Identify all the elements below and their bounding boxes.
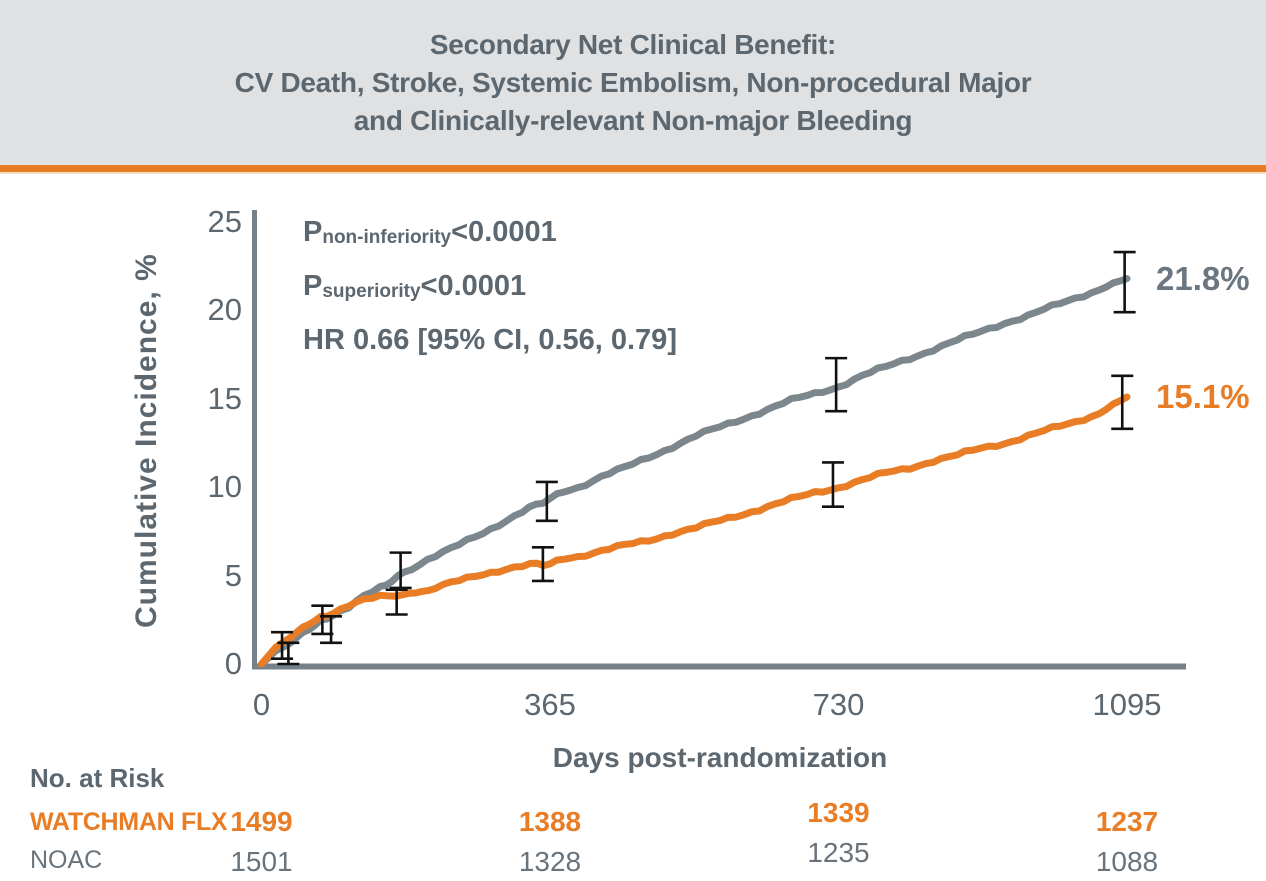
x-tick-1095: 1095 bbox=[1092, 687, 1162, 722]
error-bar-watchman-day-723 bbox=[821, 461, 844, 508]
risk-row-label-watchman: WATCHMAN FLX bbox=[30, 808, 228, 836]
error-bar-noac-day-727 bbox=[825, 356, 848, 413]
error-bar-noac-day-1092 bbox=[1113, 250, 1136, 314]
page-title-line-3: and Clinically-relevant Non-major Bleedi… bbox=[353, 104, 913, 136]
y-tick-0: 0 bbox=[224, 646, 242, 681]
risk-table-header: No. at Risk bbox=[30, 763, 165, 793]
page-title-line-1: Secondary Net Clinical Benefit: bbox=[429, 28, 837, 60]
p-symbol: P bbox=[303, 216, 323, 248]
risk-value-watchman-flx-day-730: 1339 bbox=[807, 797, 870, 828]
accent-divider bbox=[0, 165, 1266, 174]
x-tick-365: 365 bbox=[524, 687, 576, 722]
error-bar-noac-day-176 bbox=[389, 551, 412, 590]
risk-value-noac-day-0: 1501 bbox=[230, 846, 293, 877]
watchman-endpoint-label: 15.1% bbox=[1156, 378, 1250, 415]
error-bar-watchman-day-26 bbox=[271, 630, 294, 660]
error-bar-watchman-day-77 bbox=[311, 604, 334, 636]
x-tick-730: 730 bbox=[812, 687, 865, 722]
p-superiority-value: <0.0001 bbox=[420, 270, 527, 302]
hazard-ratio: HR 0.66 [95% CI, 0.56, 0.79] bbox=[303, 324, 677, 356]
x-axis-title: Days post-randomization bbox=[552, 742, 888, 773]
p-superiority: Psuperiority<0.0001 bbox=[303, 262, 677, 316]
p-non-inferiority-value: <0.0001 bbox=[451, 216, 557, 248]
p-superiority-subscript: superiority bbox=[322, 281, 421, 302]
stats-annotation: Pnon-inferiority<0.0001 Psuperiority<0.0… bbox=[303, 208, 677, 364]
y-tick-5: 5 bbox=[224, 557, 242, 593]
y-tick-25: 25 bbox=[207, 204, 242, 239]
y-tick-20: 20 bbox=[207, 292, 242, 328]
y-axis-title: Cumulative Incidence, % bbox=[130, 253, 163, 629]
risk-value-watchman-flx-day-365: 1388 bbox=[518, 806, 582, 837]
error-bar-noac-day-88 bbox=[320, 614, 343, 645]
risk-value-noac-day-365: 1328 bbox=[518, 846, 582, 877]
axes bbox=[252, 210, 1186, 670]
error-bar-watchman-day-171 bbox=[385, 588, 408, 616]
title-banner: Secondary Net Clinical Benefit: CV Death… bbox=[0, 0, 1266, 165]
error-bar-watchman-day-1089 bbox=[1111, 374, 1134, 431]
risk-value-watchman-flx-day-0: 1499 bbox=[230, 806, 293, 837]
error-bar-noac-day-361 bbox=[535, 480, 558, 523]
risk-value-noac-day-1095: 1088 bbox=[1095, 846, 1159, 877]
risk-row-label-noac: NOAC bbox=[30, 846, 103, 874]
risk-value-noac-day-730: 1235 bbox=[807, 837, 870, 868]
y-tick-10: 10 bbox=[207, 469, 242, 505]
noac-endpoint-label: 21.8% bbox=[1156, 260, 1250, 297]
y-tick-15: 15 bbox=[207, 380, 242, 416]
p-symbol: P bbox=[303, 270, 323, 302]
page-title-line-2: CV Death, Stroke, Systemic Embolism, Non… bbox=[234, 66, 1032, 98]
error-bars bbox=[271, 250, 1136, 666]
x-tick-0: 0 bbox=[252, 687, 271, 722]
p-non-inferiority: Pnon-inferiority<0.0001 bbox=[303, 208, 677, 262]
noac-curve bbox=[258, 275, 1131, 668]
p-non-inferiority-subscript: non-inferiority bbox=[322, 227, 452, 248]
error-bar-watchman-day-356 bbox=[531, 546, 554, 583]
risk-value-watchman-flx-day-1095: 1237 bbox=[1095, 806, 1159, 837]
